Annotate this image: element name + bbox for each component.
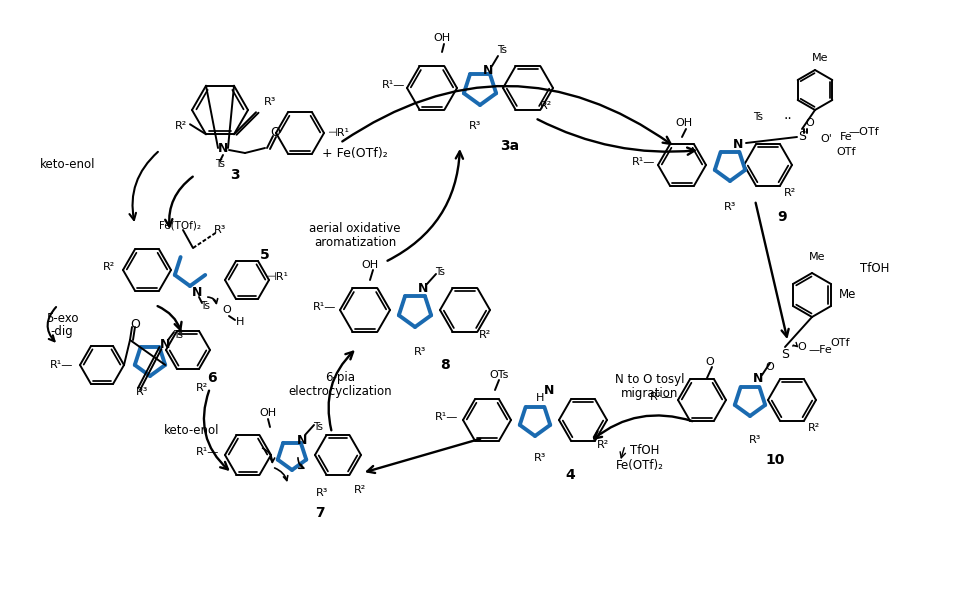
Text: 9: 9 [777, 210, 787, 224]
Text: S: S [798, 130, 806, 144]
Text: OH: OH [361, 260, 379, 270]
Text: OH: OH [433, 33, 450, 43]
Text: R²: R² [597, 440, 609, 450]
Text: R²: R² [196, 383, 208, 393]
Text: keto-enol: keto-enol [40, 158, 96, 171]
Text: Me: Me [839, 289, 857, 301]
Text: TfOH: TfOH [860, 262, 890, 275]
Text: 5: 5 [260, 248, 270, 262]
Text: N: N [483, 63, 493, 76]
Text: H: H [236, 317, 244, 327]
Text: R¹—: R¹— [632, 157, 656, 167]
Text: —Fe: —Fe [808, 345, 832, 355]
Text: R²: R² [175, 121, 187, 131]
Text: O': O' [820, 134, 832, 144]
Text: S: S [781, 349, 789, 362]
Text: O: O [130, 317, 140, 330]
Text: R³: R³ [533, 453, 546, 463]
Text: ··: ·· [784, 112, 793, 126]
Text: R¹—: R¹— [196, 447, 220, 457]
Text: N: N [160, 339, 170, 352]
Text: R³: R³ [315, 488, 328, 498]
Text: R²: R² [784, 188, 796, 198]
Text: O: O [806, 118, 815, 128]
Text: OH: OH [676, 118, 692, 128]
Text: R³: R³ [468, 121, 481, 131]
Text: R²: R² [540, 101, 553, 111]
Text: R¹—: R¹— [51, 360, 74, 370]
Text: R³: R³ [414, 347, 426, 357]
Text: R¹—: R¹— [314, 302, 337, 312]
Text: OH: OH [259, 408, 276, 418]
Text: aerial oxidative: aerial oxidative [309, 222, 401, 234]
Text: R³: R³ [136, 387, 148, 397]
Text: -dig: -dig [51, 326, 74, 339]
Text: N to O tosyl: N to O tosyl [616, 374, 684, 387]
Text: 8: 8 [440, 358, 450, 372]
Text: ⊣R¹: ⊣R¹ [266, 272, 288, 282]
Text: OTs: OTs [489, 370, 509, 380]
Text: Fe(OTf)₂: Fe(OTf)₂ [616, 460, 663, 473]
Text: N: N [218, 142, 228, 155]
Text: Ts: Ts [497, 45, 507, 55]
Text: OTf: OTf [836, 147, 856, 157]
Text: 6-pia: 6-pia [325, 371, 355, 384]
Text: 5-exo: 5-exo [46, 311, 78, 324]
Text: R³: R³ [214, 225, 227, 235]
Text: H: H [535, 393, 544, 403]
Text: R³: R³ [264, 97, 276, 107]
Text: Me: Me [812, 53, 828, 63]
Text: O: O [797, 342, 806, 352]
Text: Ts: Ts [753, 112, 763, 122]
Text: Ts: Ts [435, 267, 445, 277]
Text: 4: 4 [565, 468, 575, 482]
Text: + Fe(OTf)₂: + Fe(OTf)₂ [322, 146, 388, 160]
Text: OTf: OTf [830, 338, 850, 348]
Text: R¹—: R¹— [435, 412, 459, 422]
Text: R³: R³ [749, 435, 761, 445]
Text: N: N [192, 285, 202, 298]
Text: Ts: Ts [215, 159, 225, 169]
Text: 3a: 3a [500, 139, 519, 153]
Text: Me: Me [809, 252, 825, 262]
Text: R²: R² [354, 485, 366, 495]
Text: Ts: Ts [200, 301, 210, 311]
Text: Ts: Ts [313, 422, 323, 432]
Text: TfOH: TfOH [630, 444, 660, 457]
Text: electrocyclization: electrocyclization [288, 384, 392, 397]
Text: O: O [270, 126, 280, 139]
Text: aromatization: aromatization [314, 235, 396, 248]
Text: —OTf: —OTf [849, 127, 880, 137]
Text: Ts: Ts [173, 330, 183, 340]
Text: 10: 10 [766, 453, 785, 467]
Text: O: O [766, 362, 774, 372]
Text: R²: R² [808, 423, 820, 433]
Text: migration: migration [621, 387, 679, 400]
Text: O: O [223, 305, 231, 315]
Text: R¹—: R¹— [382, 80, 405, 90]
Text: 3: 3 [230, 168, 240, 182]
Text: N: N [418, 282, 428, 295]
Text: N: N [544, 384, 554, 397]
Text: Fe: Fe [839, 132, 853, 142]
Text: R²: R² [103, 262, 115, 272]
Text: O: O [706, 357, 714, 367]
Text: R³: R³ [724, 202, 736, 212]
Text: 6: 6 [207, 371, 217, 385]
Text: R¹—: R¹— [650, 392, 674, 402]
Text: Fe(TOf)₂: Fe(TOf)₂ [159, 220, 201, 230]
Text: N: N [733, 139, 743, 151]
Text: N: N [752, 371, 763, 384]
Text: keto-enol: keto-enol [164, 423, 220, 436]
Text: N: N [296, 433, 307, 447]
Text: R²: R² [479, 330, 491, 340]
Text: ⊣R¹: ⊣R¹ [327, 128, 349, 138]
Text: 7: 7 [315, 506, 325, 520]
